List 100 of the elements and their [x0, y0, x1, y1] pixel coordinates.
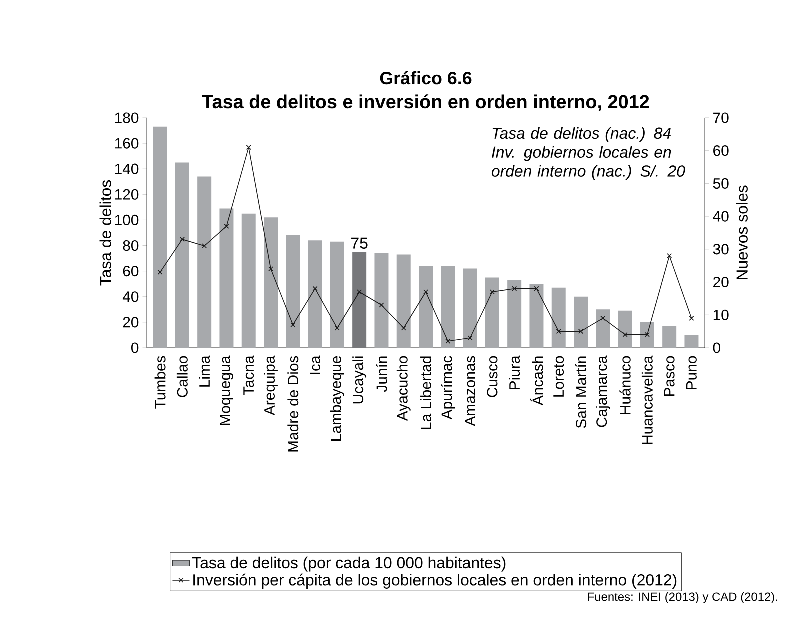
point: [534, 286, 540, 292]
y2-tick-label: 20: [714, 276, 729, 288]
point: [512, 286, 518, 292]
x-tick-label: Lima: [199, 356, 210, 387]
line-series: [158, 145, 694, 344]
bar: [374, 253, 389, 348]
point: [202, 244, 208, 249]
y-tick-label: 180: [115, 112, 139, 124]
chart-title: Gráfico 6.6: [380, 71, 472, 85]
y-tick-label: 160: [115, 138, 139, 149]
bar: [596, 310, 610, 348]
x-tick-label: Cusco: [487, 356, 498, 398]
bar: [153, 126, 168, 348]
y-axis-title: Tasa de delitos: [100, 180, 112, 286]
bar: [485, 278, 500, 348]
x-tick-label: Ucayali: [352, 356, 367, 404]
x-tick-label: Huancavelica: [642, 356, 653, 444]
chart-subtitle: Tasa de delitos e inversión en orden interno, 2012: [202, 94, 650, 112]
y-tick-label: 120: [115, 189, 139, 200]
bar: [352, 252, 367, 348]
x-tick-label: La Libertad: [420, 356, 432, 430]
bar: [220, 208, 234, 348]
point: [446, 338, 451, 344]
point: [689, 316, 694, 321]
y2-tick-label: 10: [714, 310, 729, 320]
bar: [308, 240, 322, 348]
y-tick-label: 60: [123, 266, 139, 277]
bar: [463, 268, 478, 348]
x-tick-label: Junín: [376, 356, 388, 392]
legend-label: Inversión per cápita de los gobiernos locales en orden interno (2012): [194, 574, 677, 589]
point: [158, 270, 163, 275]
x-tick-label: San Martín: [575, 356, 587, 428]
y-tick-label: 100: [115, 214, 139, 226]
bar: [618, 310, 632, 348]
x-tick-label: Amazonas: [465, 356, 476, 426]
x-tick-label: Apurímac: [441, 356, 456, 420]
x-tick-label: Callao: [176, 356, 188, 398]
x-tick-label: Tacna: [244, 356, 254, 396]
bar: [286, 236, 300, 348]
bar: [396, 254, 411, 348]
bar: [640, 322, 654, 348]
point: [246, 145, 252, 150]
bar: [508, 280, 522, 348]
point: [357, 290, 362, 295]
point: [290, 322, 296, 328]
bar: [552, 288, 566, 348]
x-tick-label: Áncash: [530, 356, 544, 406]
y2-tick-label: 30: [713, 244, 729, 255]
x-tick-label: Tumbes: [154, 356, 166, 409]
data-label: 75: [352, 238, 368, 249]
bar: [175, 162, 190, 348]
point: [644, 332, 650, 338]
point: [401, 326, 406, 331]
y2-tick-label: 50: [713, 178, 729, 189]
y-tick-label: 40: [122, 292, 139, 302]
y-tick-label: 20: [123, 317, 139, 328]
bar: [330, 242, 344, 348]
bar: [684, 335, 699, 348]
x-tick-label: Puno: [686, 356, 697, 390]
bar: [242, 214, 256, 348]
x-tick-label: Piura: [509, 356, 520, 390]
source-note: Fuentes: INEI (2013) y CAD (2012).: [588, 592, 778, 604]
y-tick-label: 140: [115, 164, 139, 174]
point: [490, 290, 495, 295]
point: [556, 329, 562, 334]
point: [224, 224, 230, 229]
x-tick-label: Huánuco: [620, 356, 631, 414]
point: [578, 329, 584, 334]
point: [334, 326, 340, 331]
point: [468, 336, 473, 341]
point: [268, 266, 274, 272]
y2-axis-title: Nuevos soles: [736, 186, 748, 280]
x-tick-label: Ica: [310, 356, 320, 374]
bar: [441, 266, 456, 348]
bar: [662, 326, 677, 348]
point: [622, 332, 628, 338]
point: [423, 290, 429, 295]
bar: [530, 284, 544, 348]
bar: [264, 218, 278, 348]
x-tick-label: Lambayeque: [330, 356, 344, 441]
x-tick-label: Pasco: [664, 356, 675, 396]
y2-tick-label: 0: [713, 342, 720, 354]
annotation: Tasa de delitos (nac.) 84 Inv. gobiernos locales en orden interno (nac.) S/. 20: [492, 127, 686, 180]
x-tick-label: Arequipa: [264, 356, 278, 416]
point: [379, 302, 384, 308]
point: [312, 286, 318, 292]
point: [180, 237, 185, 242]
point: [667, 253, 672, 259]
x-tick-label: Moquegua: [220, 356, 234, 426]
bar: [198, 176, 212, 348]
y2-tick-label: 60: [714, 146, 729, 156]
point: [600, 316, 606, 321]
bar: [419, 266, 434, 348]
bar: [574, 296, 588, 348]
y-tick-label: 0: [132, 342, 139, 354]
x-tick-label: Loreto: [554, 356, 564, 397]
y2-tick-label: 70: [714, 112, 729, 124]
x-tick-label: Cajamarca: [596, 356, 610, 428]
x-tick-label: Ayacucho: [396, 356, 411, 422]
legend-label: Tasa de delitos (por cada 10 000 habitantes): [192, 556, 506, 572]
